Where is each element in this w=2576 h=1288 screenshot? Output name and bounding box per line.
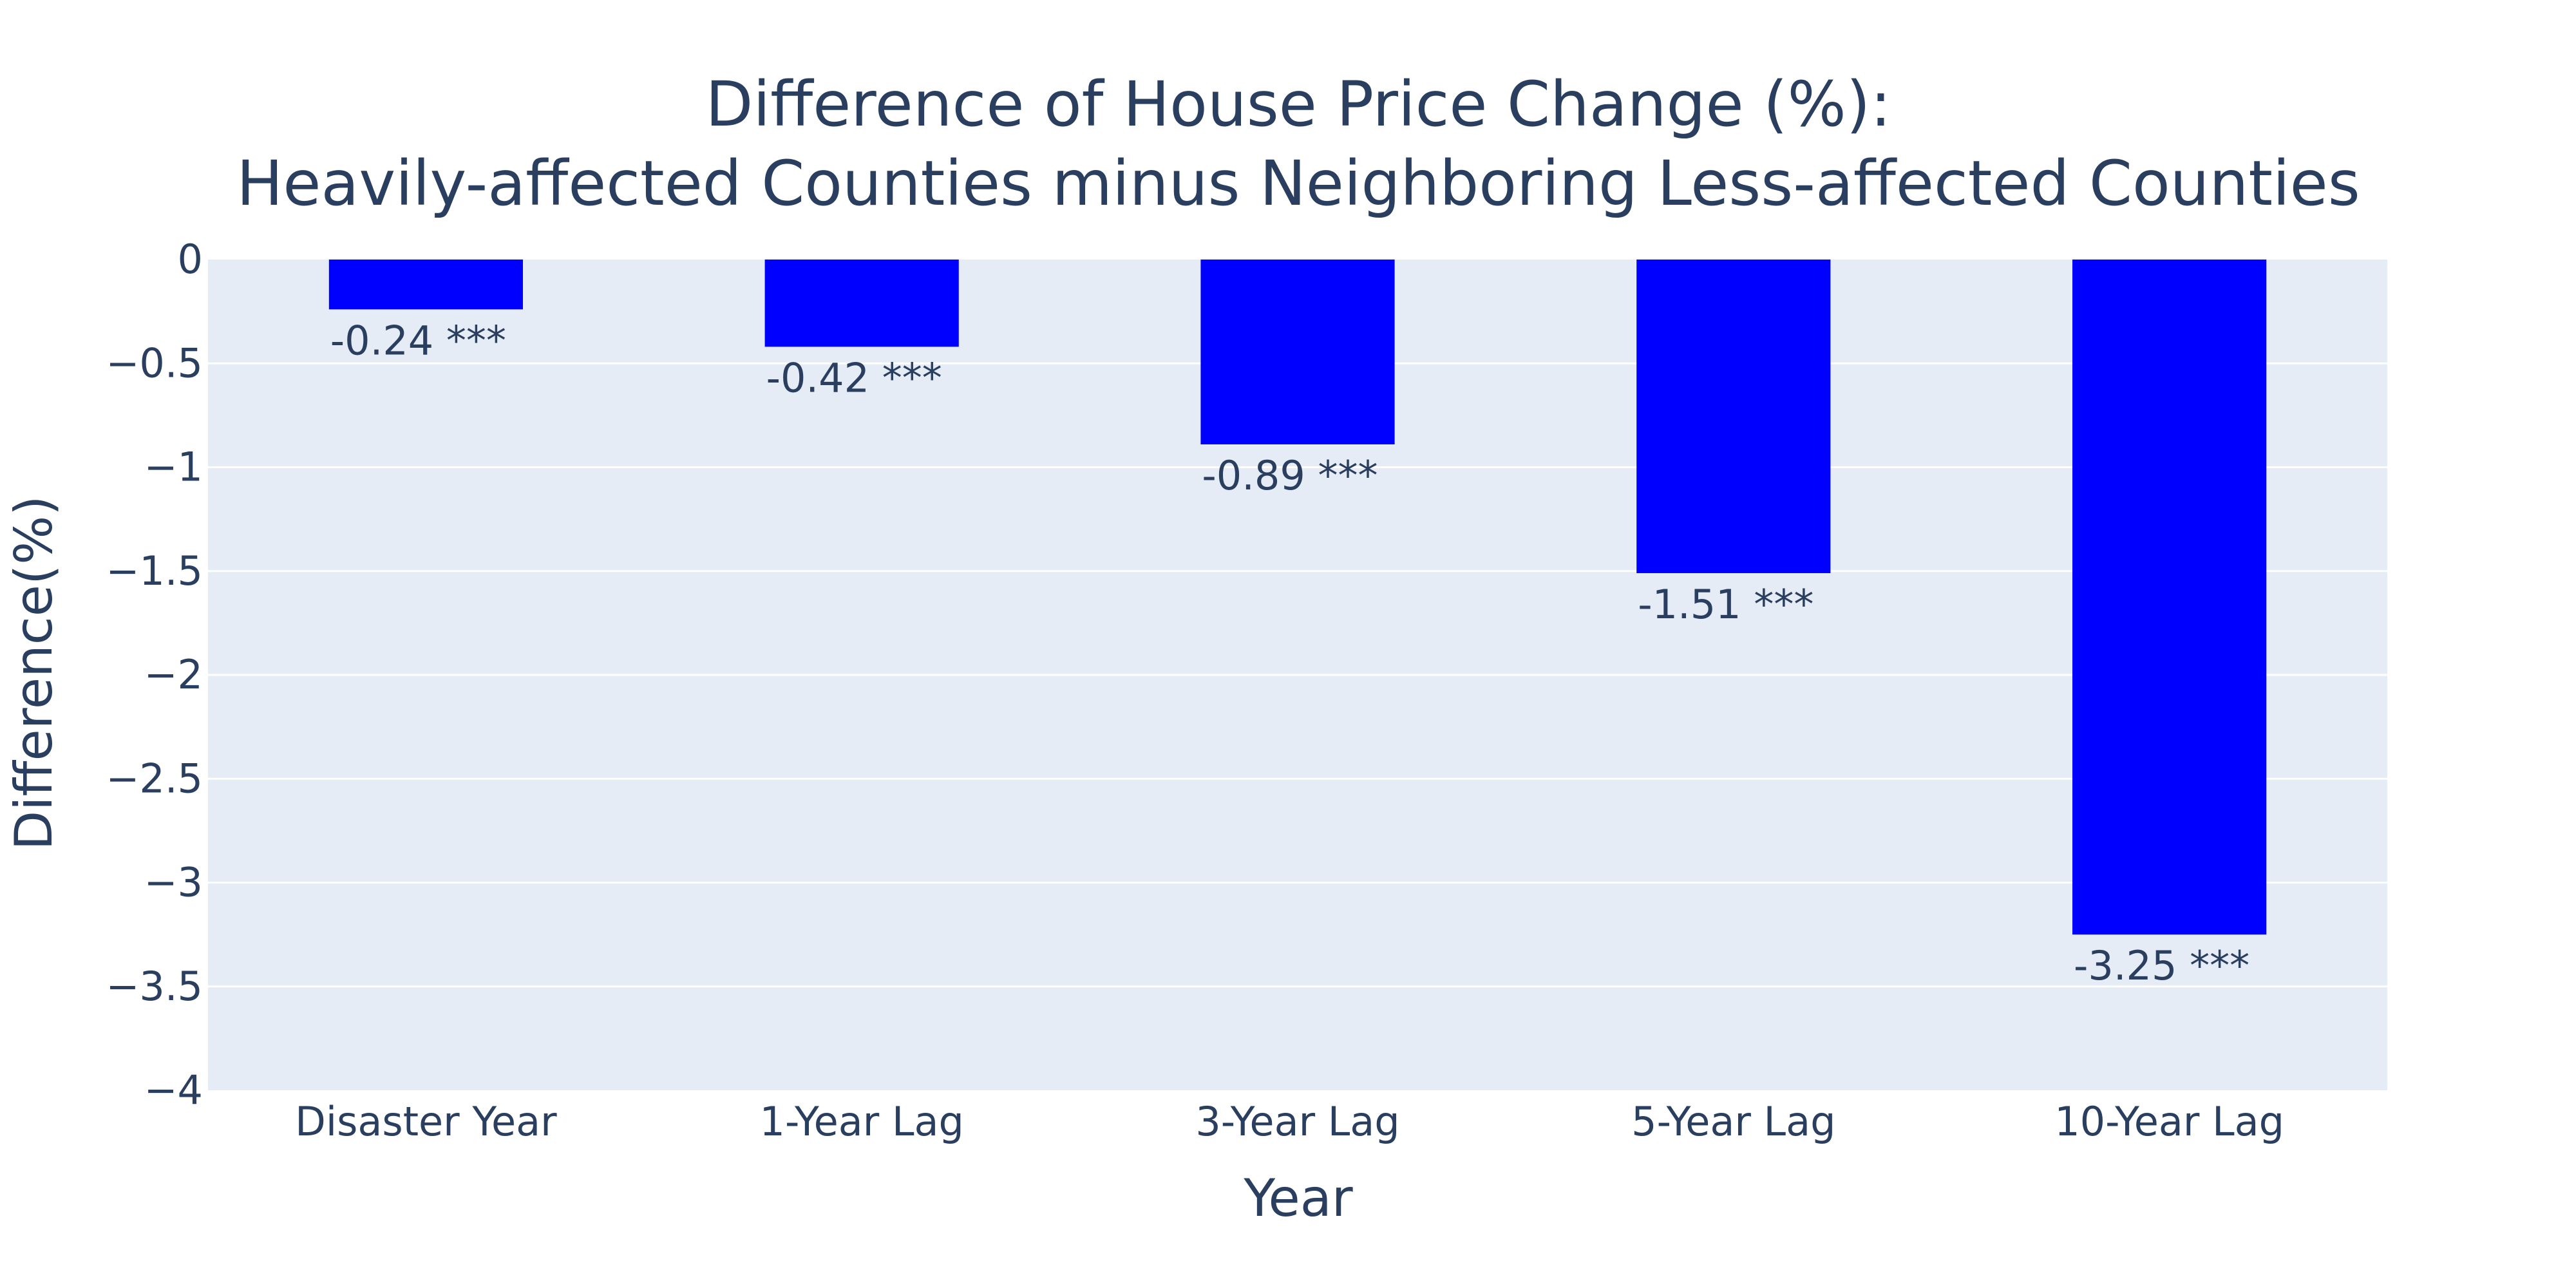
bar-data-label: -1.51 *** [1638,581,1814,628]
bar [328,260,523,310]
x-axis-title: Year [1243,1168,1352,1228]
x-axis-ticks: Disaster Year 1-Year Lag 3-Year Lag 5-Year … [295,1098,2284,1145]
y-tick-label: −1.5 [106,547,203,594]
x-tick-label: 5-Year Lag [1631,1098,1835,1145]
y-tick-label: −1 [144,444,203,491]
y-tick-label: −3 [144,859,203,906]
y-axis-ticks: 0 −0.5 −1 −1.5 −2 −2.5 −3 −3.5 −4 [106,236,203,1113]
bar-data-label: -0.89 *** [1202,452,1378,499]
gridlines [208,362,2387,988]
bar [764,260,959,347]
x-tick-label: 3-Year Lag [1195,1098,1399,1145]
chart-title: Difference of House Price Change (%): [705,68,1891,140]
y-tick-label: −0.5 [106,339,203,386]
bars [328,260,2267,935]
y-axis-title: Difference(%) [4,496,64,851]
bar [1200,260,1395,445]
y-tick-label: 0 [178,236,203,283]
y-tick-label: −3.5 [106,963,203,1010]
y-tick-label: −4 [144,1066,203,1113]
bar [2072,260,2267,935]
bar [1636,260,1831,573]
bar-data-label: -3.25 *** [2074,942,2249,989]
chart-subtitle: Heavily-affected Counties minus Neighbor… [236,147,2360,220]
bar-data-label: -0.42 *** [766,354,942,401]
y-tick-label: −2.5 [106,755,203,802]
x-tick-label: Disaster Year [295,1098,557,1145]
bar-data-label: -0.24 *** [330,317,506,364]
data-labels: -0.24 *** -0.42 *** -0.89 *** -1.51 *** -3.2… [330,317,2249,989]
x-tick-label: 10-Year Lag [2054,1098,2284,1145]
x-tick-label: 1-Year Lag [760,1098,964,1145]
y-tick-label: −2 [144,651,203,698]
